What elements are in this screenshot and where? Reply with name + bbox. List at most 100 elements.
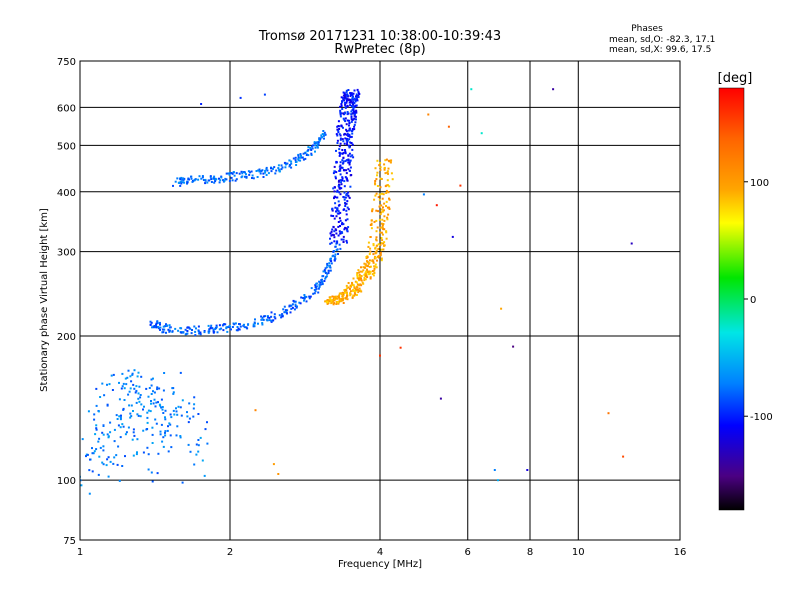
- data-point: [153, 326, 155, 329]
- data-point: [323, 280, 326, 282]
- data-point: [355, 95, 357, 98]
- data-point: [165, 331, 167, 334]
- data-point: [254, 409, 257, 412]
- data-point: [320, 279, 323, 282]
- data-point: [339, 137, 342, 140]
- data-point: [206, 421, 208, 424]
- data-point: [161, 408, 164, 411]
- data-point: [286, 309, 289, 312]
- data-point: [371, 270, 374, 273]
- data-point: [127, 426, 130, 429]
- data-point: [345, 159, 348, 162]
- data-point: [338, 151, 341, 154]
- data-point: [159, 430, 162, 433]
- data-point: [399, 346, 402, 349]
- data-point: [607, 412, 610, 415]
- data-point: [274, 317, 277, 320]
- data-point: [253, 325, 256, 328]
- data-point: [369, 236, 372, 238]
- data-point: [351, 112, 354, 115]
- data-point: [375, 209, 378, 212]
- data-point: [166, 429, 169, 432]
- data-point: [349, 284, 352, 287]
- data-point: [132, 383, 135, 386]
- data-point: [120, 387, 123, 390]
- data-point: [108, 383, 111, 386]
- data-point: [379, 204, 382, 207]
- data-point: [336, 128, 339, 131]
- data-point: [213, 181, 216, 184]
- data-point: [334, 298, 336, 301]
- data-point: [345, 139, 348, 142]
- data-point: [352, 156, 355, 159]
- data-point: [338, 203, 341, 206]
- grid: [80, 61, 680, 540]
- data-point: [102, 449, 105, 452]
- data-point: [169, 423, 172, 426]
- data-point: [348, 138, 351, 141]
- data-point: [164, 418, 167, 421]
- data-point: [314, 150, 316, 153]
- data-point: [127, 393, 130, 396]
- data-point: [350, 100, 352, 103]
- data-point: [388, 185, 391, 188]
- data-point: [118, 415, 121, 418]
- data-point: [232, 171, 235, 174]
- data-point: [113, 428, 116, 431]
- data-point: [159, 321, 161, 324]
- data-point: [349, 159, 352, 162]
- data-point: [280, 164, 283, 167]
- data-point: [177, 181, 180, 184]
- data-point: [381, 233, 384, 236]
- data-point: [99, 446, 102, 449]
- data-point: [354, 290, 357, 293]
- data-point: [340, 238, 343, 241]
- data-point: [362, 282, 365, 285]
- data-point: [358, 275, 361, 278]
- data-point: [283, 161, 286, 164]
- data-point: [352, 284, 355, 287]
- data-point: [180, 182, 183, 185]
- data-point: [336, 295, 339, 298]
- data-point: [174, 180, 177, 183]
- data-point: [155, 422, 158, 425]
- data-point: [349, 185, 352, 188]
- data-point: [382, 193, 385, 196]
- data-point: [284, 163, 287, 166]
- data-point: [153, 325, 156, 327]
- data-point: [103, 394, 106, 397]
- data-point: [372, 244, 375, 247]
- data-point: [355, 294, 358, 296]
- data-point: [341, 295, 344, 298]
- data-point: [268, 316, 271, 319]
- data-point: [243, 323, 245, 326]
- data-point: [146, 421, 149, 424]
- data-point: [181, 481, 184, 484]
- data-point: [333, 240, 336, 243]
- data-point: [128, 404, 131, 407]
- data-point: [377, 210, 379, 213]
- data-point: [152, 402, 155, 405]
- data-point: [373, 267, 376, 270]
- data-point: [160, 398, 163, 401]
- data-point: [341, 162, 344, 165]
- data-point: [197, 450, 200, 453]
- data-point: [81, 438, 84, 441]
- data-point: [318, 138, 321, 141]
- data-point: [291, 303, 294, 306]
- data-point: [386, 218, 389, 221]
- data-point: [162, 331, 165, 334]
- data-point: [344, 290, 346, 293]
- data-point: [381, 197, 384, 200]
- data-point: [366, 264, 369, 267]
- data-point: [346, 111, 349, 113]
- data-point: [136, 438, 139, 441]
- data-point: [381, 224, 384, 227]
- data-point: [265, 318, 268, 321]
- data-point: [339, 153, 341, 156]
- data-point: [346, 139, 349, 142]
- data-point: [341, 108, 344, 110]
- data-point: [156, 386, 159, 389]
- phases-header: Phases: [631, 24, 663, 34]
- data-point: [255, 170, 258, 172]
